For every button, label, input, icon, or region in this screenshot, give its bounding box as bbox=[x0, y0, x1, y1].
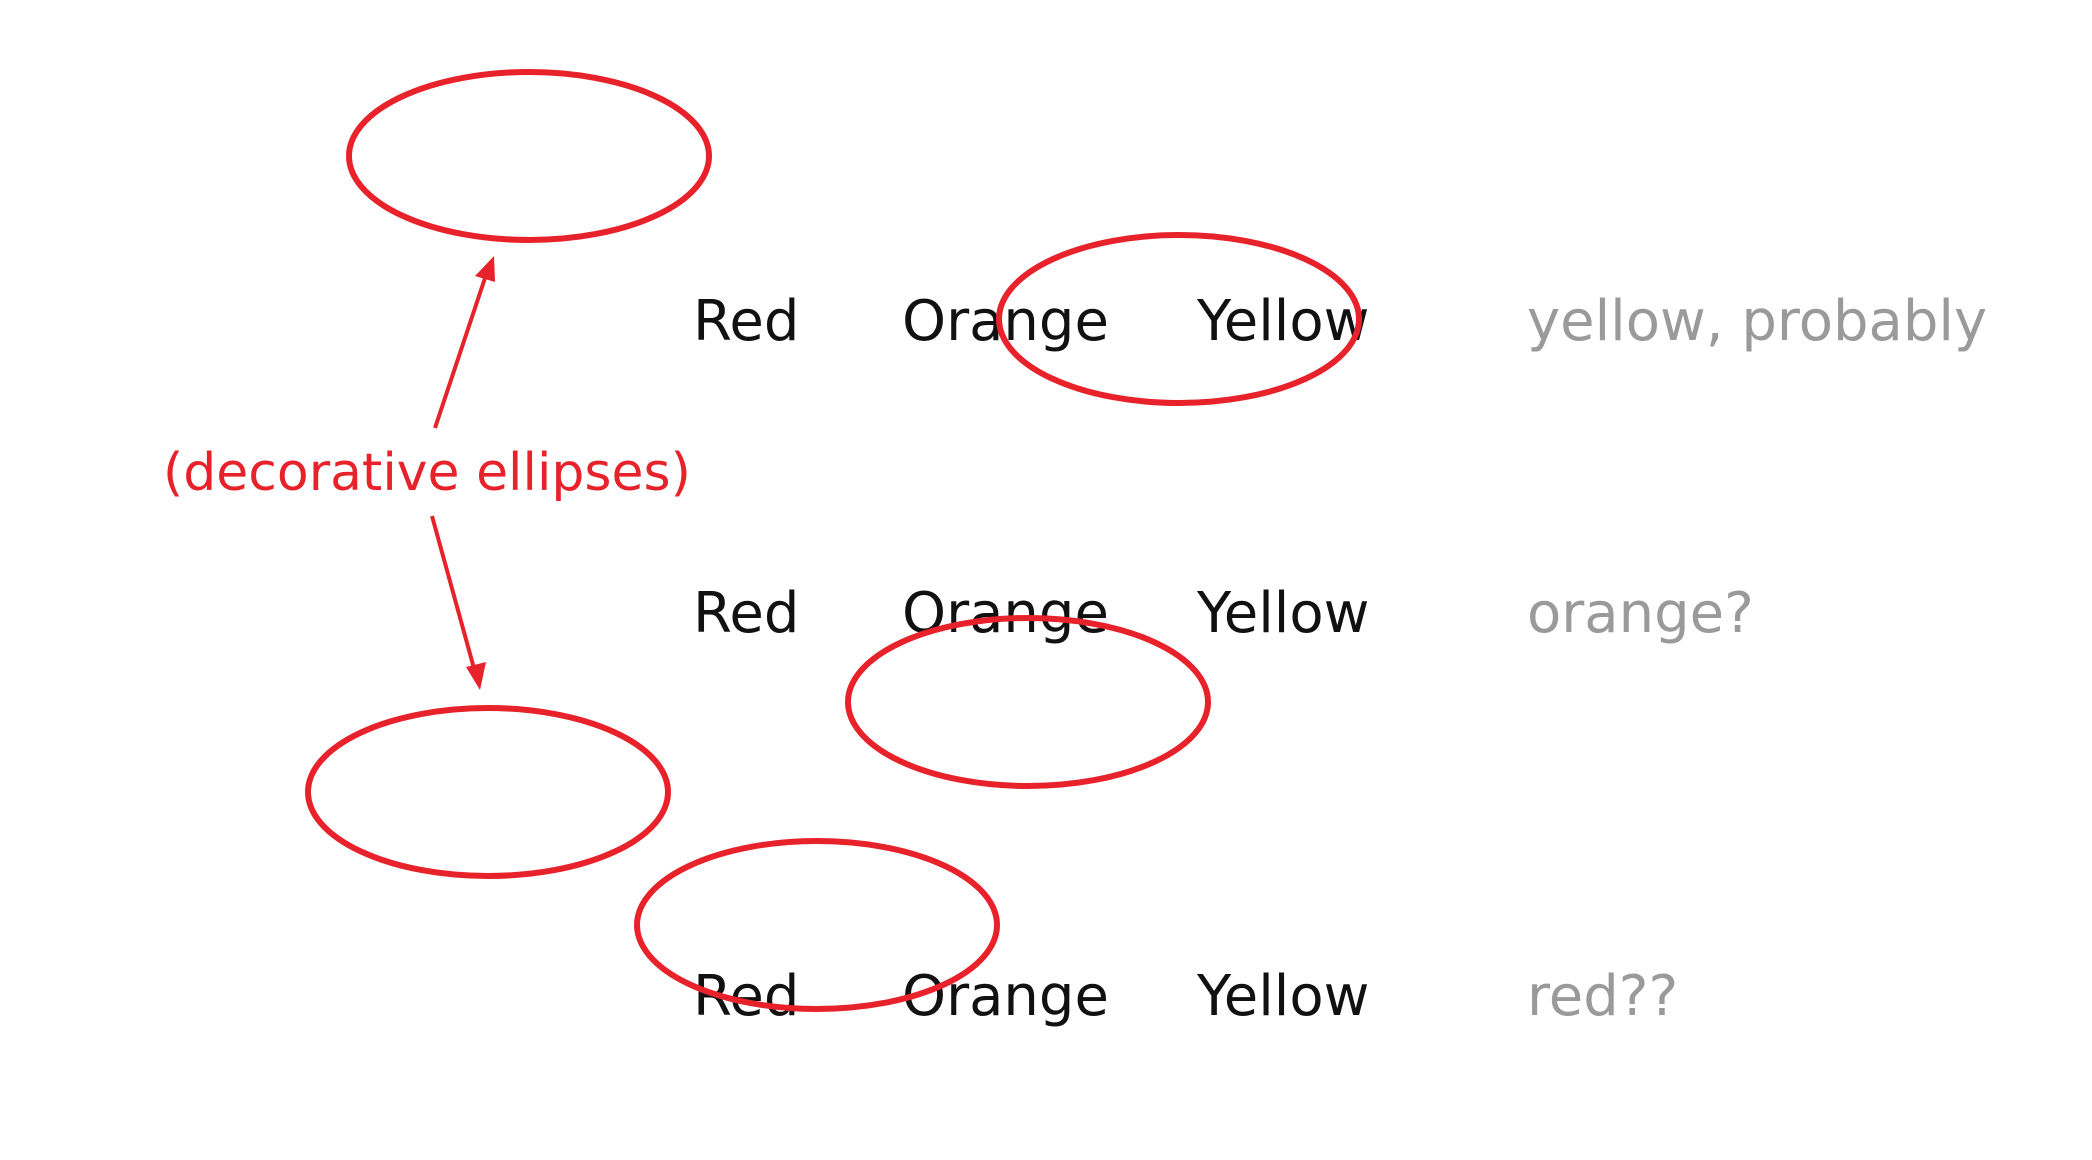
row-3-guess: red?? bbox=[1527, 964, 1678, 1029]
row-3-word-red: Red bbox=[693, 964, 799, 1029]
row-1: Red Orange Yellow yellow, probably bbox=[693, 289, 1987, 354]
decorative-ellipse-bottom-left bbox=[305, 705, 671, 879]
arrowhead-up-icon bbox=[475, 256, 495, 282]
row-3-word-orange: Orange bbox=[902, 964, 1109, 1029]
row-2-word-yellow: Yellow bbox=[1196, 581, 1369, 646]
row-1-word-red: Red bbox=[693, 289, 799, 354]
annotation-arrow-down bbox=[430, 515, 477, 673]
highlight-ellipse-row-3 bbox=[634, 838, 1000, 1012]
row-3-word-yellow: Yellow bbox=[1196, 964, 1369, 1029]
row-1-word-yellow: Yellow bbox=[1196, 289, 1369, 354]
row-1-guess: yellow, probably bbox=[1527, 289, 1987, 354]
highlight-ellipse-row-2 bbox=[845, 615, 1211, 789]
row-2: Red Orange Yellow orange? bbox=[693, 581, 1754, 646]
annotation-label: (decorative ellipses) bbox=[163, 443, 691, 503]
row-2-word-red: Red bbox=[693, 581, 799, 646]
annotation-arrow-up bbox=[433, 271, 489, 429]
row-2-word-orange: Orange bbox=[902, 581, 1109, 646]
highlight-ellipse-row-1 bbox=[996, 232, 1362, 406]
row-2-guess: orange? bbox=[1527, 581, 1754, 646]
row-3: Red Orange Yellow red?? bbox=[693, 964, 1678, 1029]
decorative-ellipse-top-left bbox=[346, 69, 712, 243]
arrowhead-down-icon bbox=[466, 662, 486, 690]
